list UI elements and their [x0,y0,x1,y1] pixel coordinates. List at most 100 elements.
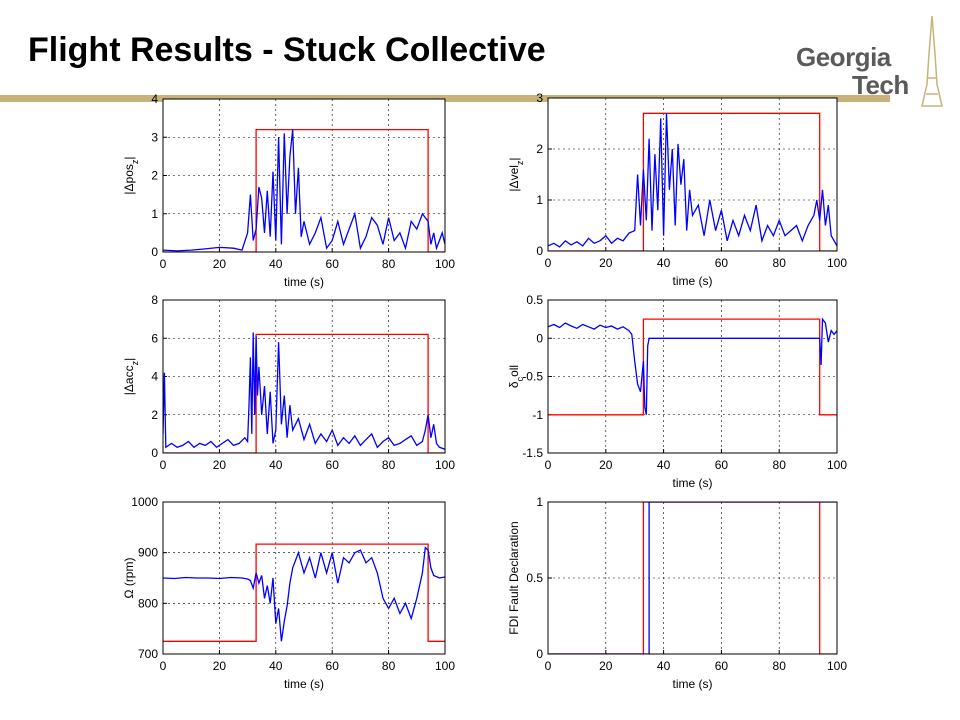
y-tick-label: 1 [536,495,543,509]
logo-word-georgia: Georgia [796,42,891,72]
x-axis-label: time (s) [284,677,324,691]
georgia-tech-logo: Georgia Tech [790,14,950,110]
chart-panel: 0 20 40 60 80 100 0 1 2 3 4 time (s) |Δposz| [122,92,455,289]
plot-frame [547,299,838,454]
x-tick-label: 60 [715,458,729,472]
x-tick-label: 100 [827,659,847,673]
fault-series-line [548,112,837,251]
plot-frame [162,98,446,253]
x-tick-label: 100 [435,257,455,271]
signal-series-line [163,129,445,252]
y-tick-label: 0 [151,446,158,460]
fault-series-line [163,333,445,453]
chart-panel: 0 20 40 60 80 100 -1.5 -1 -0.5 0 0.5 time (s) δcoll [507,293,847,490]
y-tick-label: 0.5 [526,293,543,307]
x-axis-label: time (s) [673,677,713,691]
x-tick-label: 80 [773,458,787,472]
chart-panel: 0 20 40 60 80 100 0 2 4 6 8 |Δaccz| [122,293,455,472]
y-axis-label: |Δvelz| [507,157,525,191]
x-tick-label: 20 [213,458,227,472]
x-tick-label: 20 [599,256,613,270]
y-tick-label: 1 [536,193,543,207]
x-tick-label: 60 [715,659,729,673]
y-tick-label: 900 [138,546,158,560]
chart-panel: 0 20 40 60 80 100 0 1 2 3 time (s) |Δvelz| [507,91,847,288]
x-tick-label: 80 [382,659,396,673]
y-tick-label: 3 [151,130,158,144]
x-tick-label: 0 [160,458,167,472]
y-axis-label: |Δposz| [122,156,140,194]
x-tick-label: 60 [326,458,340,472]
y-tick-label: 0 [151,245,158,259]
x-tick-label: 40 [269,659,283,673]
y-tick-label: 1000 [131,495,158,509]
x-tick-label: 100 [827,458,847,472]
x-tick-label: 80 [382,257,396,271]
x-axis-label: time (s) [284,275,324,289]
x-tick-label: 0 [545,256,552,270]
y-tick-label: -1 [532,408,543,422]
x-tick-label: 20 [213,257,227,271]
signal-series-line [548,113,837,248]
x-axis-label: time (s) [673,476,713,490]
y-tick-label: 6 [151,331,158,345]
x-tick-label: 60 [715,256,729,270]
y-tick-label: 8 [151,293,158,307]
fault-series-line [163,128,445,252]
x-tick-label: 40 [269,257,283,271]
y-tick-label: 0.5 [526,571,543,585]
y-tick-label: 0 [536,331,543,345]
y-tick-label: 0 [536,647,543,661]
x-tick-label: 60 [326,257,340,271]
slide-title: Flight Results - Stuck Collective [28,31,546,69]
x-tick-label: 20 [213,659,227,673]
y-tick-label: 4 [151,370,158,384]
x-tick-label: 0 [160,257,167,271]
fault-series-line [548,318,837,416]
y-tick-label: 800 [138,596,158,610]
y-tick-label: 4 [151,92,158,106]
logo-word-tech: Tech [852,70,909,100]
chart-panel: 0 20 40 60 80 100 700 800 900 1000 time (s) Ω (rpm) [122,495,455,691]
signal-series-line [163,546,445,642]
plot-frame [547,501,838,655]
x-tick-label: 80 [773,659,787,673]
y-tick-label: 3 [536,91,543,105]
y-tick-label: 1 [151,207,158,221]
plot-frame [162,501,446,655]
signal-series-line [163,332,445,450]
x-tick-label: 100 [827,256,847,270]
x-tick-label: 40 [269,458,283,472]
plot-frame [547,97,838,252]
y-tick-label: -1.5 [522,446,543,460]
y-tick-label: 2 [151,408,158,422]
y-axis-label: δcoll [507,365,525,388]
y-tick-label: 700 [138,647,158,661]
fault-series-line [163,543,445,642]
y-axis-label: |Δaccz| [122,358,140,395]
signal-series-line [548,317,837,415]
plot-area [548,98,837,251]
y-axis-label: Ω (rpm) [122,558,136,599]
chart-panel: 0 20 40 60 80 100 0 0.5 1 time (s) FDI Fault Decla… [507,495,847,691]
x-tick-label: 80 [382,458,396,472]
x-tick-label: 100 [435,659,455,673]
x-tick-label: 80 [773,256,787,270]
x-tick-label: 20 [599,458,613,472]
x-tick-label: 0 [545,458,552,472]
x-tick-label: 0 [160,659,167,673]
plot-frame [162,299,446,454]
y-tick-label: 2 [536,142,543,156]
x-tick-label: 40 [657,458,671,472]
x-tick-label: 20 [599,659,613,673]
y-tick-label: 2 [151,169,158,183]
y-tick-label: 0 [536,244,543,258]
x-axis-label: time (s) [673,274,713,288]
y-tick-label: -0.5 [522,370,543,384]
x-tick-label: 0 [545,659,552,673]
x-tick-label: 40 [657,659,671,673]
y-axis-label: FDI Fault Declaration [507,521,521,634]
x-tick-label: 100 [435,458,455,472]
signal-series-line [548,502,837,654]
